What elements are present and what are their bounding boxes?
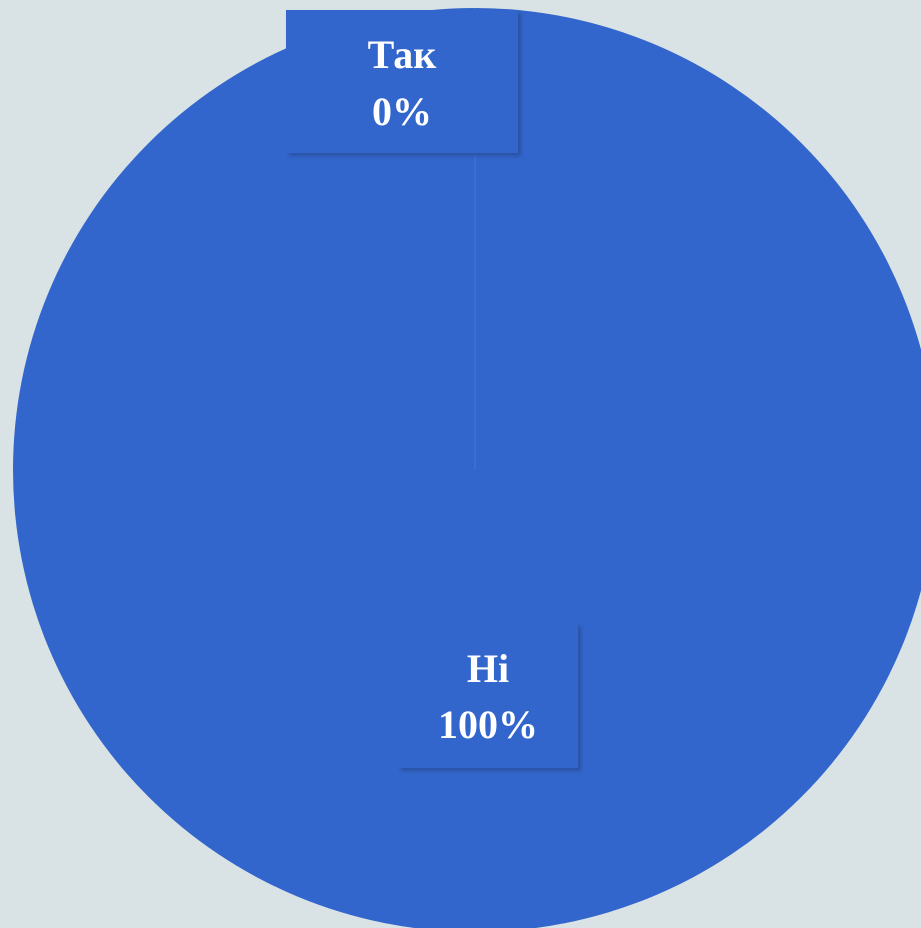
data-label-tak-category: Так	[368, 32, 437, 77]
data-label-ni-box	[398, 623, 578, 768]
data-label-tak-box	[286, 10, 518, 153]
data-label-tak-percent: 0%	[372, 89, 432, 134]
data-label-tak: Так 0%	[286, 10, 518, 153]
pie-slice-ні	[13, 8, 921, 928]
data-label-ni-percent: 100%	[438, 702, 538, 747]
data-label-ni: Ні 100%	[398, 623, 578, 768]
data-label-ni-category: Ні	[467, 646, 509, 691]
